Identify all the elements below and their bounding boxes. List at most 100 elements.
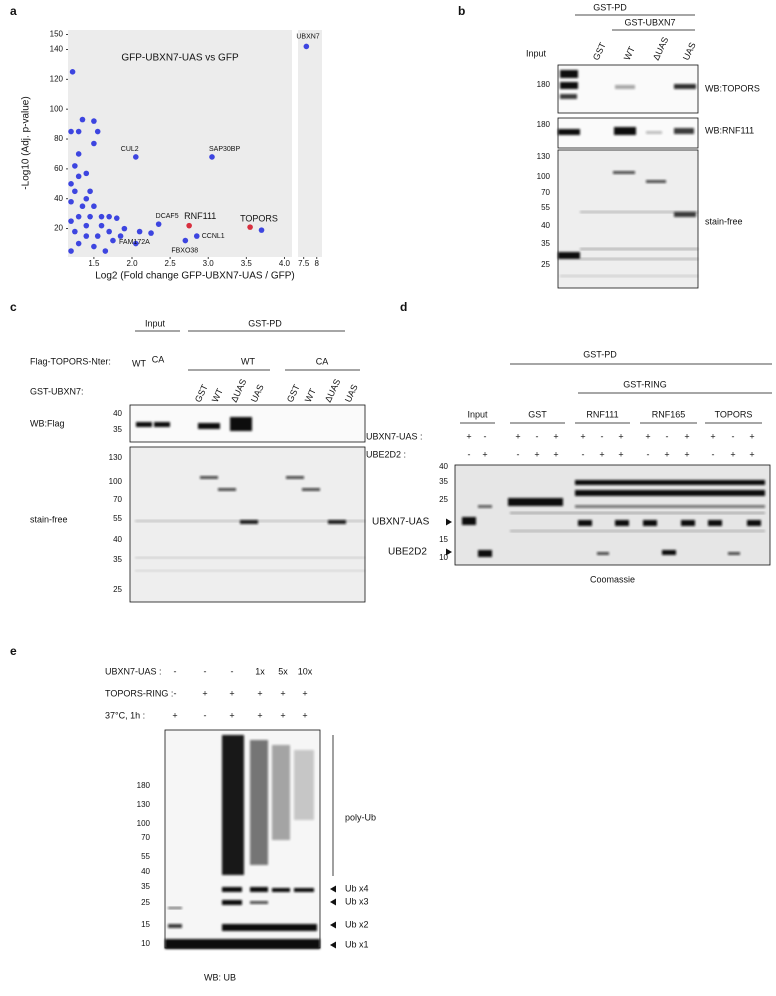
group-label: TOPORS	[715, 409, 753, 419]
data-point	[110, 237, 116, 244]
data-point	[75, 173, 82, 180]
marker-label: 25	[541, 260, 550, 269]
marker-label: 180	[137, 781, 151, 790]
sign: +	[257, 710, 262, 720]
data-point	[133, 240, 139, 247]
plot-background	[68, 30, 292, 257]
band	[154, 422, 170, 427]
band	[728, 552, 740, 555]
lane-label: Input	[526, 48, 547, 58]
data-point	[98, 222, 105, 229]
x-tick-label: 2.0	[126, 259, 138, 268]
sign: +	[599, 449, 604, 459]
band	[508, 498, 563, 506]
band	[580, 211, 698, 213]
band-label: Ub x4	[345, 883, 369, 893]
point-label: RNF111	[184, 211, 216, 221]
data-point	[106, 213, 112, 220]
data-point	[79, 203, 86, 210]
band	[708, 520, 722, 526]
header: GST-UBXN7	[624, 17, 675, 27]
band-label: poly-Ub	[345, 812, 376, 822]
band	[646, 131, 662, 134]
data-point	[72, 188, 78, 195]
sign: +	[534, 449, 539, 459]
data-point	[72, 228, 78, 235]
band	[478, 505, 492, 508]
blot-label: WB:Flag	[30, 418, 65, 428]
sign: +	[172, 710, 177, 720]
header: GST-PD	[593, 2, 627, 12]
y-axis-label: -Log10 (Adj. p-value)	[21, 96, 32, 189]
sign: -	[732, 431, 735, 441]
lane-label: WT	[210, 386, 225, 403]
point-label: SAP30BP	[209, 146, 240, 153]
band	[674, 84, 696, 89]
row-label: GST-UBXN7:	[30, 386, 84, 396]
sign: +	[664, 449, 669, 459]
band	[250, 740, 268, 865]
band	[614, 127, 636, 135]
data-point	[75, 240, 82, 247]
band	[218, 488, 236, 491]
sign: +	[684, 431, 689, 441]
marker-label: 130	[537, 152, 551, 161]
marker-label: 100	[537, 172, 551, 181]
band	[597, 552, 609, 555]
data-point	[186, 222, 192, 229]
point-label: CCNL1	[202, 233, 225, 240]
sign: +	[710, 431, 715, 441]
band	[575, 505, 765, 508]
data-point	[91, 203, 97, 210]
plot-background	[298, 30, 322, 257]
band	[462, 517, 476, 525]
arrowhead	[446, 548, 452, 556]
marker-label: 25	[113, 585, 122, 594]
y-tick-label: 140	[50, 45, 64, 54]
band	[272, 888, 290, 892]
band	[302, 488, 320, 491]
group-label: Input	[467, 409, 488, 419]
sign: +	[618, 431, 623, 441]
point-label: UBXN7	[296, 33, 319, 40]
group-label: CA	[316, 356, 329, 366]
data-point	[68, 181, 74, 187]
point-label: TOPORS	[240, 214, 278, 224]
data-point	[94, 233, 101, 239]
lane-label: UAS	[681, 41, 698, 62]
band-label: Ub x3	[345, 896, 369, 906]
band	[294, 750, 314, 820]
sign: +	[618, 449, 623, 459]
blot-label: stain-free	[705, 216, 743, 226]
blot	[557, 149, 699, 289]
sign: +	[302, 710, 307, 720]
data-point	[68, 128, 74, 135]
band	[135, 557, 365, 559]
sign: +	[553, 449, 558, 459]
marker-label: 55	[113, 514, 122, 523]
band	[578, 520, 592, 526]
data-point	[148, 230, 154, 236]
data-point	[69, 69, 76, 75]
marker-label: 55	[141, 852, 150, 861]
arrowhead	[446, 518, 452, 526]
band	[613, 171, 635, 174]
lane-label: ΔUAS	[323, 377, 342, 403]
band	[198, 423, 220, 429]
sign: +	[257, 688, 262, 698]
marker-label: 40	[541, 221, 550, 230]
band-label: UBXN7-UAS	[372, 517, 430, 528]
row-label: UBE2D2 :	[366, 449, 406, 459]
data-point	[258, 227, 265, 233]
point-label: DCAF5	[156, 213, 179, 220]
marker-label: 10	[439, 553, 448, 562]
lane-label: ΔUAS	[229, 377, 248, 403]
data-point	[121, 225, 128, 232]
data-point	[79, 116, 86, 123]
panel-label: e	[10, 644, 17, 658]
band	[681, 520, 695, 526]
group-label: GST	[528, 409, 547, 419]
band	[294, 888, 314, 892]
data-point	[98, 213, 105, 220]
x-tick-label: 3.5	[241, 259, 253, 268]
